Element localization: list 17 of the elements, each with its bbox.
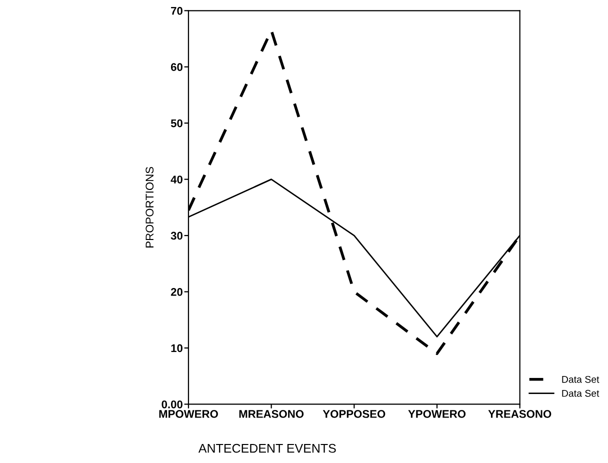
y-tick-label: 10 <box>171 344 182 352</box>
legend-label: Data Set <box>562 390 600 397</box>
y-tick-label: 20 <box>170 288 182 296</box>
x-tick-label: YOPPOSEO <box>322 410 386 418</box>
y-tick-label: 50 <box>170 119 182 128</box>
y-axis-title: PROPORTIONS <box>146 166 154 248</box>
x-tick-label: YPOWERO <box>408 410 466 418</box>
y-tick-label: 40 <box>170 176 182 184</box>
y-tick-label: 0.00 <box>162 400 182 408</box>
x-tick-label: MPOWERO <box>159 410 218 418</box>
legend-label: Data Set <box>562 376 600 383</box>
x-tick-label: YREASONO <box>488 410 552 418</box>
y-tick-label: 30 <box>170 232 182 240</box>
x-tick-label: MREASONO <box>239 410 304 418</box>
x-axis-title: ANTECEDENT EVENTS <box>198 444 336 453</box>
y-tick-label: 70 <box>171 6 182 15</box>
y-tick-label: 60 <box>170 63 182 72</box>
